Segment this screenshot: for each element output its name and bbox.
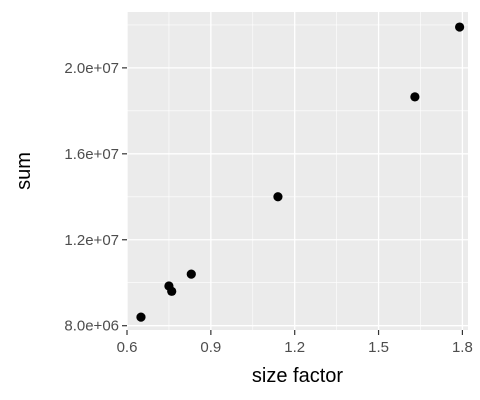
x-tick-label: 0.6 — [117, 339, 138, 356]
y-tick-label: 1.6e+07 — [64, 146, 119, 163]
data-point — [136, 312, 146, 322]
data-point — [455, 22, 465, 32]
y-tick-label: 2.0e+07 — [64, 60, 119, 77]
tick-labels: 0.6 0.9 1.2 1.5 1.8 8.0e+06 1.2e+07 1.6e+07 2.0e… — [64, 60, 472, 356]
y-tick-label: 1.2e+07 — [64, 232, 119, 249]
x-tick-label: 1.5 — [368, 339, 389, 356]
data-point — [273, 192, 283, 202]
data-point — [410, 92, 420, 102]
axis-ticks — [122, 67, 464, 335]
x-tick-label: 0.9 — [200, 339, 221, 356]
x-axis-title: size factor — [252, 365, 343, 387]
data-point — [186, 269, 196, 279]
y-tick-label: 8.0e+06 — [64, 318, 119, 335]
x-tick-label: 1.2 — [284, 339, 305, 356]
minor-gridlines — [127, 12, 468, 330]
data-points — [136, 22, 465, 322]
x-tick-label: 1.8 — [452, 339, 473, 356]
data-point — [167, 286, 177, 296]
y-axis-title: sum — [13, 152, 35, 190]
plot-panel — [127, 12, 468, 330]
major-gridlines — [126, 12, 468, 330]
